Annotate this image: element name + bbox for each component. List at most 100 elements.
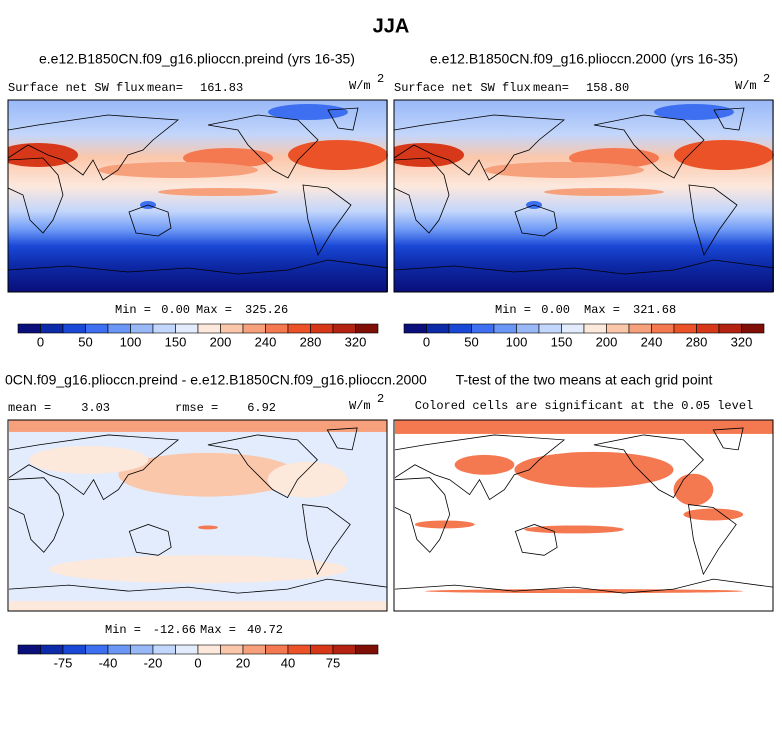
colorbar-box [718, 323, 742, 334]
colorbar-box [493, 323, 517, 334]
map-frame [7, 419, 388, 612]
max-value: 321.68 [633, 303, 676, 317]
min-label: Min = [105, 623, 141, 637]
colorbar-box [175, 644, 199, 655]
min-label: Min = [495, 303, 531, 317]
colorbar-box [583, 323, 607, 334]
colorbar-box [332, 644, 356, 655]
map [0, 100, 388, 292]
colorbar-box [62, 323, 86, 334]
colorbar-box [538, 323, 562, 334]
colorbar-box [220, 644, 244, 655]
colorbar-box [265, 644, 289, 655]
max-label: Max = [200, 623, 236, 637]
rmse-value: 6.92 [247, 401, 276, 415]
colorbar-box [242, 323, 266, 334]
units: W/m [349, 399, 371, 413]
colorbar-box [696, 323, 720, 334]
colorbar-box [426, 323, 450, 334]
colorbar-box [242, 644, 266, 655]
colorbar-tick-label: 150 [551, 334, 573, 349]
max-label: Max = [196, 303, 232, 317]
colorbar-box [17, 644, 41, 655]
colorbar-box [516, 323, 540, 334]
colorbar-box [355, 644, 379, 655]
colorbar-tick-label: -20 [144, 655, 163, 670]
map-frame [7, 99, 388, 293]
rmse-label: rmse = [175, 401, 218, 415]
colorbar-box [130, 644, 154, 655]
colorbar-box [17, 323, 41, 334]
min-value: -12.66 [153, 623, 196, 637]
colorbar-box [40, 644, 64, 655]
field-label: Surface net SW flux [394, 81, 531, 95]
colorbar-box [310, 323, 334, 334]
colorbar-tick-label: 40 [281, 655, 295, 670]
colorbar-box [287, 323, 311, 334]
field-label: Surface net SW flux [8, 81, 145, 95]
colorbar-tick-label: 20 [236, 655, 250, 670]
colorbar-box [130, 323, 154, 334]
colorbar-tick-label: -75 [54, 655, 73, 670]
colorbar-box [448, 323, 472, 334]
colorbar-box [628, 323, 652, 334]
map [384, 100, 774, 292]
figure-title: JJA [373, 15, 410, 37]
colorbar-tick-label: 280 [300, 334, 322, 349]
colorbar-box [197, 323, 221, 334]
colorbar-box [287, 644, 311, 655]
panel-title: e.e12.B1850CN.f09_g16.plioccn.2000 (yrs … [430, 51, 738, 67]
colorbar-box [606, 323, 630, 334]
mean-label: mean= [147, 81, 183, 95]
colorbar-box [673, 323, 697, 334]
colorbar-box [40, 323, 64, 334]
mean-value: 161.83 [200, 81, 243, 95]
mean-value: 158.80 [586, 81, 629, 95]
colorbar-box [175, 323, 199, 334]
colorbar-box [62, 644, 86, 655]
max-value: 325.26 [245, 303, 288, 317]
colorbar-tick-label: 50 [78, 334, 92, 349]
units-exponent: 2 [377, 392, 384, 406]
colorbar-box [107, 644, 131, 655]
colorbar-tick-label: 75 [326, 655, 340, 670]
min-label: Min = [115, 303, 151, 317]
mean-label: mean = [8, 401, 51, 415]
panel-title: T-test of the two means at each grid poi… [456, 372, 713, 388]
colorbar-box [561, 323, 585, 334]
colorbar-tick-label: 100 [120, 334, 142, 349]
colorbar-tick-label: 0 [194, 655, 201, 670]
colorbar-box [265, 323, 289, 334]
colorbar-box [220, 323, 244, 334]
colorbar-box [651, 323, 675, 334]
colorbar-tick-label: 320 [731, 334, 753, 349]
units: W/m [349, 79, 371, 93]
panel-title: 0CN.f09_g16.plioccn.preind - e.e12.B1850… [5, 372, 427, 388]
units-exponent: 2 [377, 72, 384, 86]
colorbar-tick-label: 50 [464, 334, 478, 349]
colorbar-tick-label: 280 [686, 334, 708, 349]
map-frame [393, 99, 774, 293]
colorbar-box [152, 644, 176, 655]
units-exponent: 2 [763, 72, 770, 86]
colorbar-tick-label: 0 [423, 334, 430, 349]
colorbar-box [310, 644, 334, 655]
colorbar-box [332, 323, 356, 334]
colorbar-box [741, 323, 765, 334]
colorbar-tick-label: 240 [255, 334, 277, 349]
significance-note: Colored cells are significant at the 0.0… [415, 399, 753, 413]
colorbar-tick-label: 0 [37, 334, 44, 349]
colorbar-box [471, 323, 495, 334]
mean-value: 3.03 [81, 401, 110, 415]
colorbar-tick-label: 150 [165, 334, 187, 349]
colorbars: 0 50 100 150 200 240 280 320 0 50 100 150 200 240 280 3… [17, 323, 765, 670]
min-value: 0.00 [541, 303, 570, 317]
colorbar-tick-label: 240 [641, 334, 663, 349]
panel-title: e.e12.B1850CN.f09_g16.plioccn.preind (yr… [39, 51, 355, 67]
colorbar-box [152, 323, 176, 334]
units: W/m [735, 79, 757, 93]
colorbar-tick-label: 320 [345, 334, 367, 349]
max-label: Max = [584, 303, 620, 317]
colorbar-tick-label: 200 [210, 334, 232, 349]
